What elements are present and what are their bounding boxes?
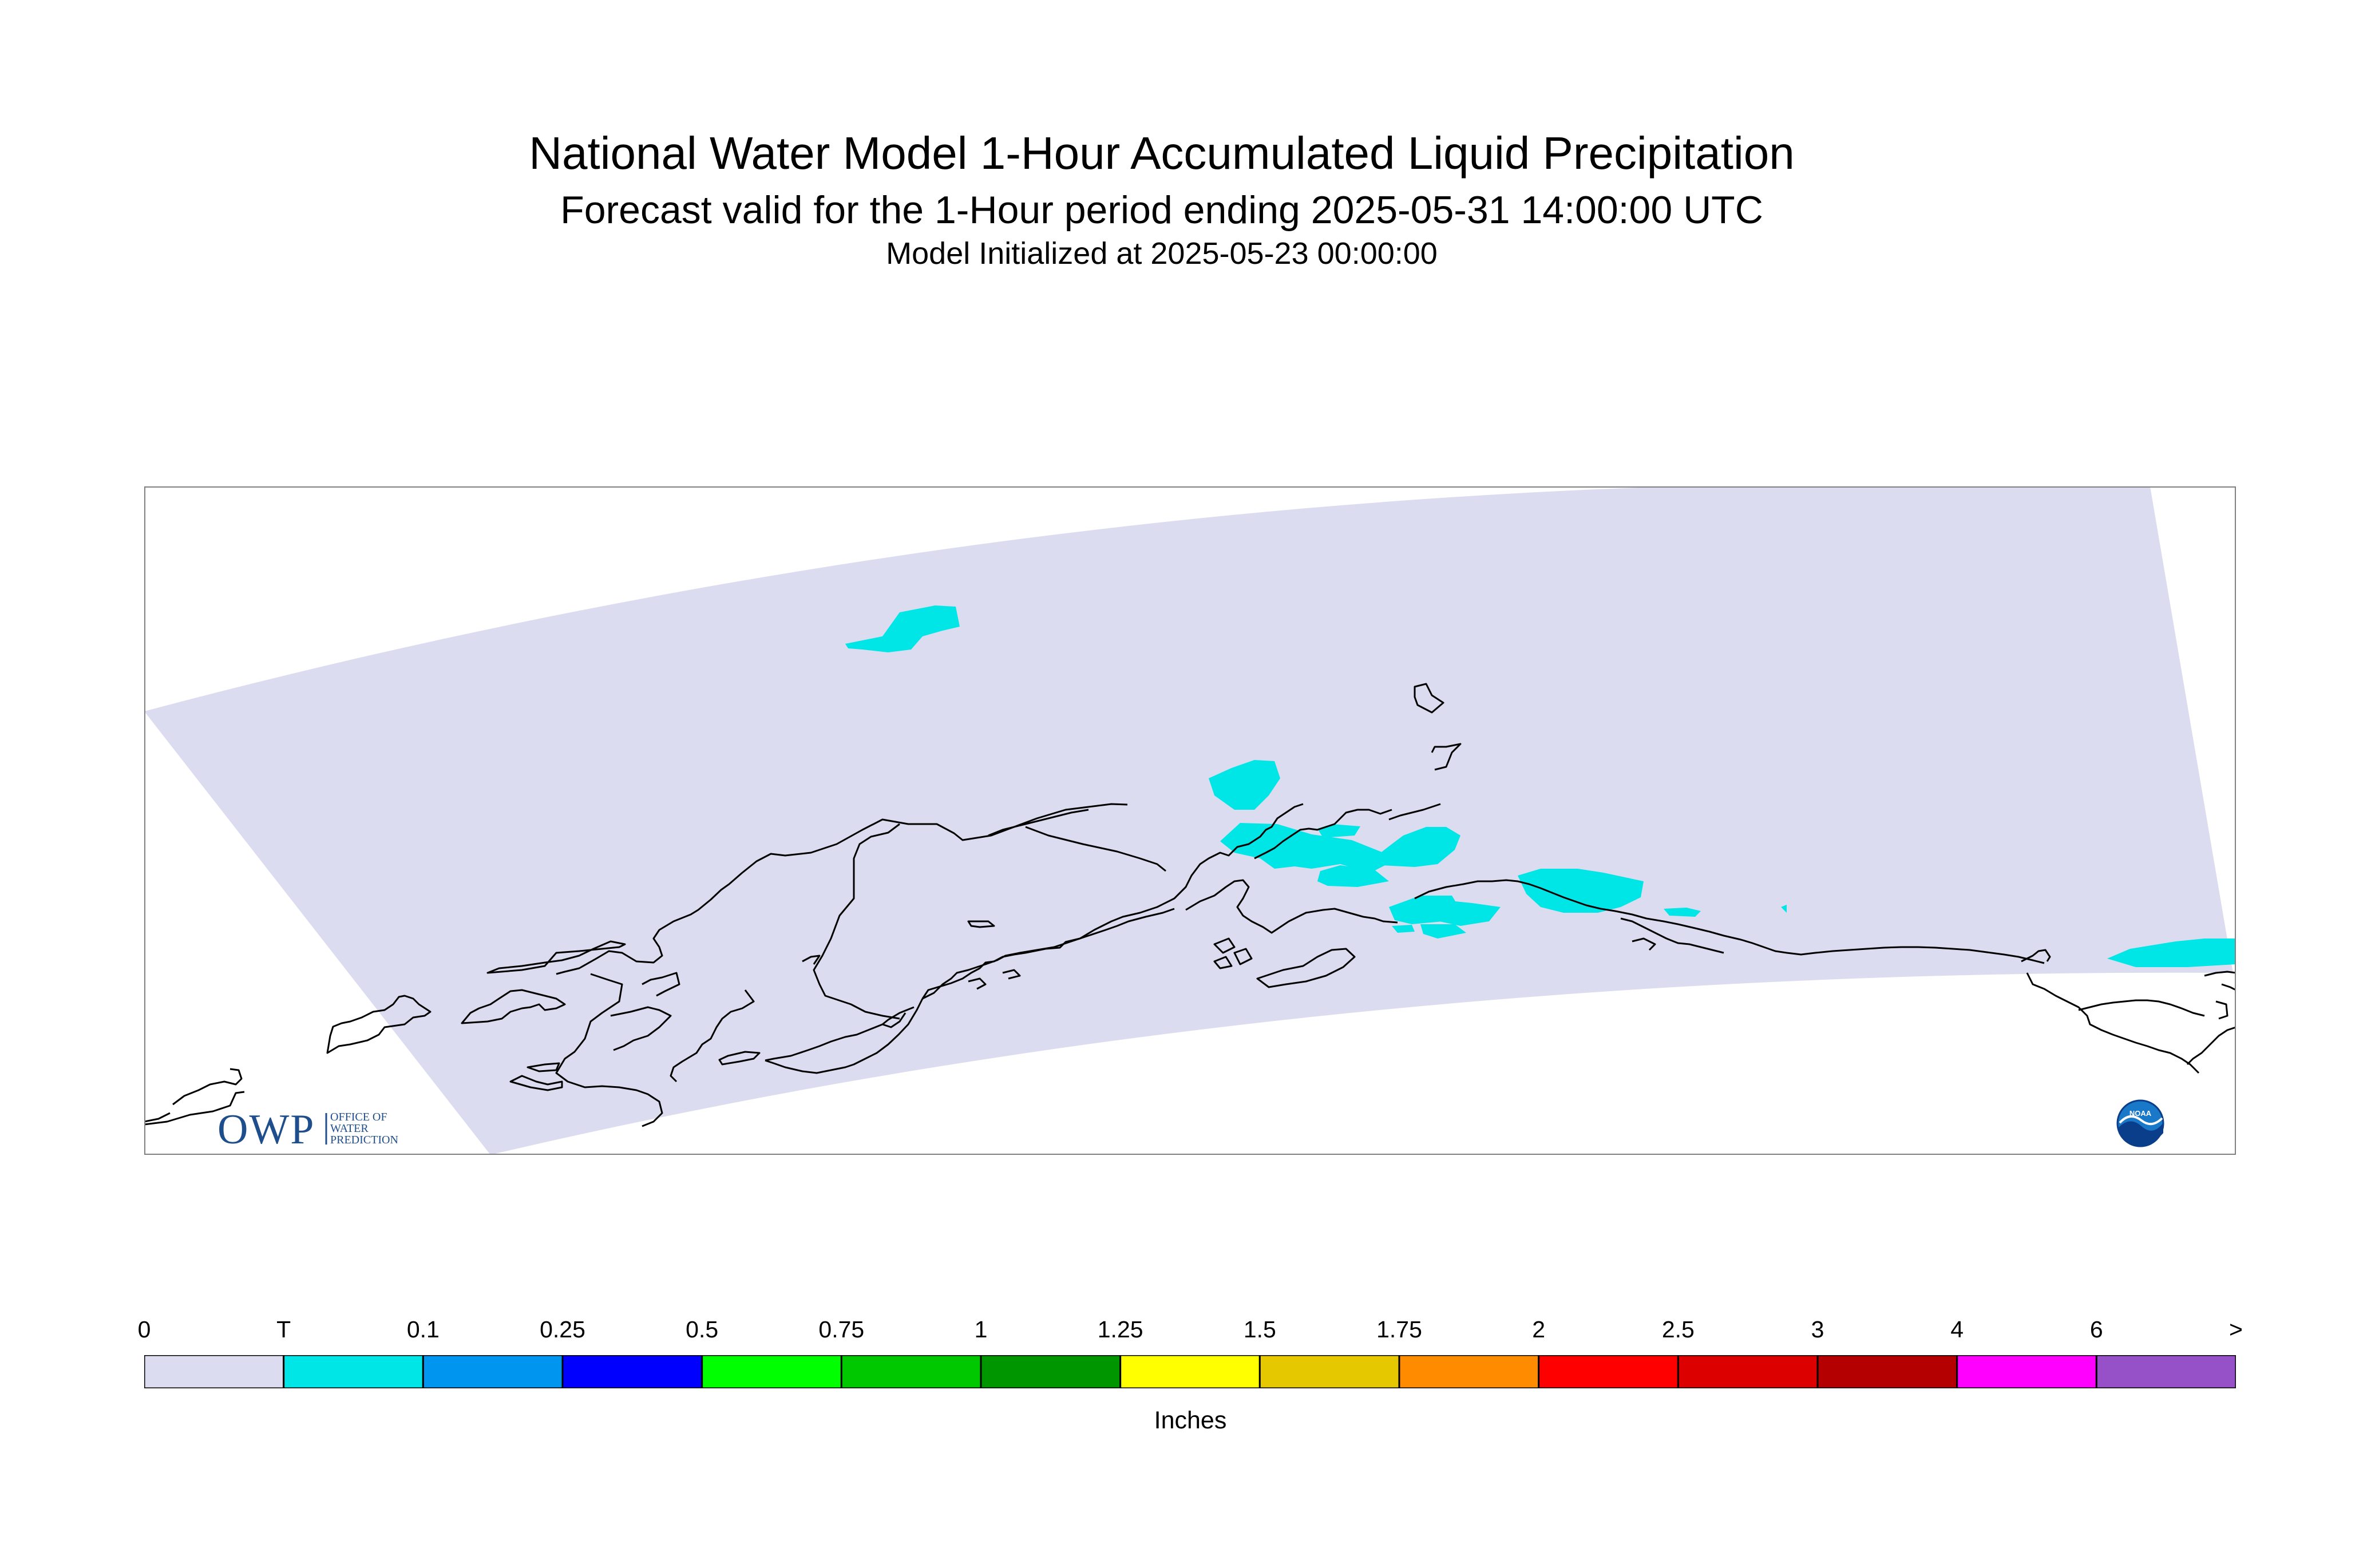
noaa-logo: NOAA bbox=[2116, 1099, 2164, 1147]
legend-tick-label: 4 bbox=[1950, 1316, 1964, 1343]
owp-office-of: OFFICE OF bbox=[330, 1111, 387, 1123]
legend-tick-label: 2.5 bbox=[1661, 1316, 1695, 1343]
legend-tick-label: 1.75 bbox=[1376, 1316, 1422, 1343]
legend-swatch bbox=[422, 1355, 564, 1388]
legend-swatch bbox=[1677, 1355, 1819, 1388]
coastlines bbox=[144, 683, 2236, 1127]
legend-tick-label: 0.1 bbox=[406, 1316, 440, 1343]
legend-swatch bbox=[1398, 1355, 1540, 1388]
legend-swatch bbox=[701, 1355, 842, 1388]
legend-tick-label: 0.5 bbox=[686, 1316, 719, 1343]
legend-swatch bbox=[1816, 1355, 1958, 1388]
legend-tick-label: 0 bbox=[137, 1316, 151, 1343]
legend-tick-label: 3 bbox=[1811, 1316, 1824, 1343]
model-domain-area bbox=[144, 486, 2233, 1155]
legend-swatch bbox=[2095, 1355, 2236, 1388]
legend-color-bar bbox=[144, 1355, 2236, 1388]
legend-tick-label: 6 bbox=[2089, 1316, 2103, 1343]
legend-swatch bbox=[144, 1355, 285, 1388]
legend-swatch bbox=[1956, 1355, 2097, 1388]
map-title: National Water Model 1-Hour Accumulated … bbox=[529, 128, 1795, 179]
legend-tick-label: 1 bbox=[974, 1316, 988, 1343]
legend-tick-label: 0.75 bbox=[818, 1316, 865, 1343]
legend-swatch bbox=[980, 1355, 1122, 1388]
noaa-logo-text: NOAA bbox=[2129, 1109, 2152, 1118]
precip-trace-areas bbox=[845, 605, 2236, 967]
legend-swatch bbox=[1258, 1355, 1400, 1388]
owp-logo: OWP OFFICE OF WATER PREDICTION bbox=[217, 1106, 398, 1153]
precipitation-map: OWP OFFICE OF WATER PREDICTION NOAA bbox=[144, 486, 2236, 1155]
legend-swatch bbox=[283, 1355, 424, 1388]
owp-prediction: PREDICTION bbox=[330, 1134, 398, 1146]
legend-swatch bbox=[840, 1355, 982, 1388]
legend-tick-label: 0.25 bbox=[540, 1316, 585, 1343]
forecast-valid-subtitle: Forecast valid for the 1-Hour period end… bbox=[560, 188, 1763, 232]
model-init-line: Model Initialized at 2025-05-23 00:00:00 bbox=[886, 236, 1438, 271]
legend-units-label: Inches bbox=[1154, 1407, 1227, 1434]
legend-swatch bbox=[1538, 1355, 1679, 1388]
legend-swatch bbox=[561, 1355, 703, 1388]
owp-logo-text: OWP bbox=[217, 1106, 315, 1153]
legend-swatch bbox=[1119, 1355, 1261, 1388]
legend-tick-label: 2 bbox=[1532, 1316, 1546, 1343]
legend-tick-label: > bbox=[2229, 1316, 2243, 1343]
legend-tick-label: T bbox=[276, 1316, 291, 1343]
legend-tick-label: 1.5 bbox=[1243, 1316, 1276, 1343]
legend-tick-label: 1.25 bbox=[1097, 1316, 1143, 1343]
owp-water: WATER bbox=[330, 1122, 369, 1135]
